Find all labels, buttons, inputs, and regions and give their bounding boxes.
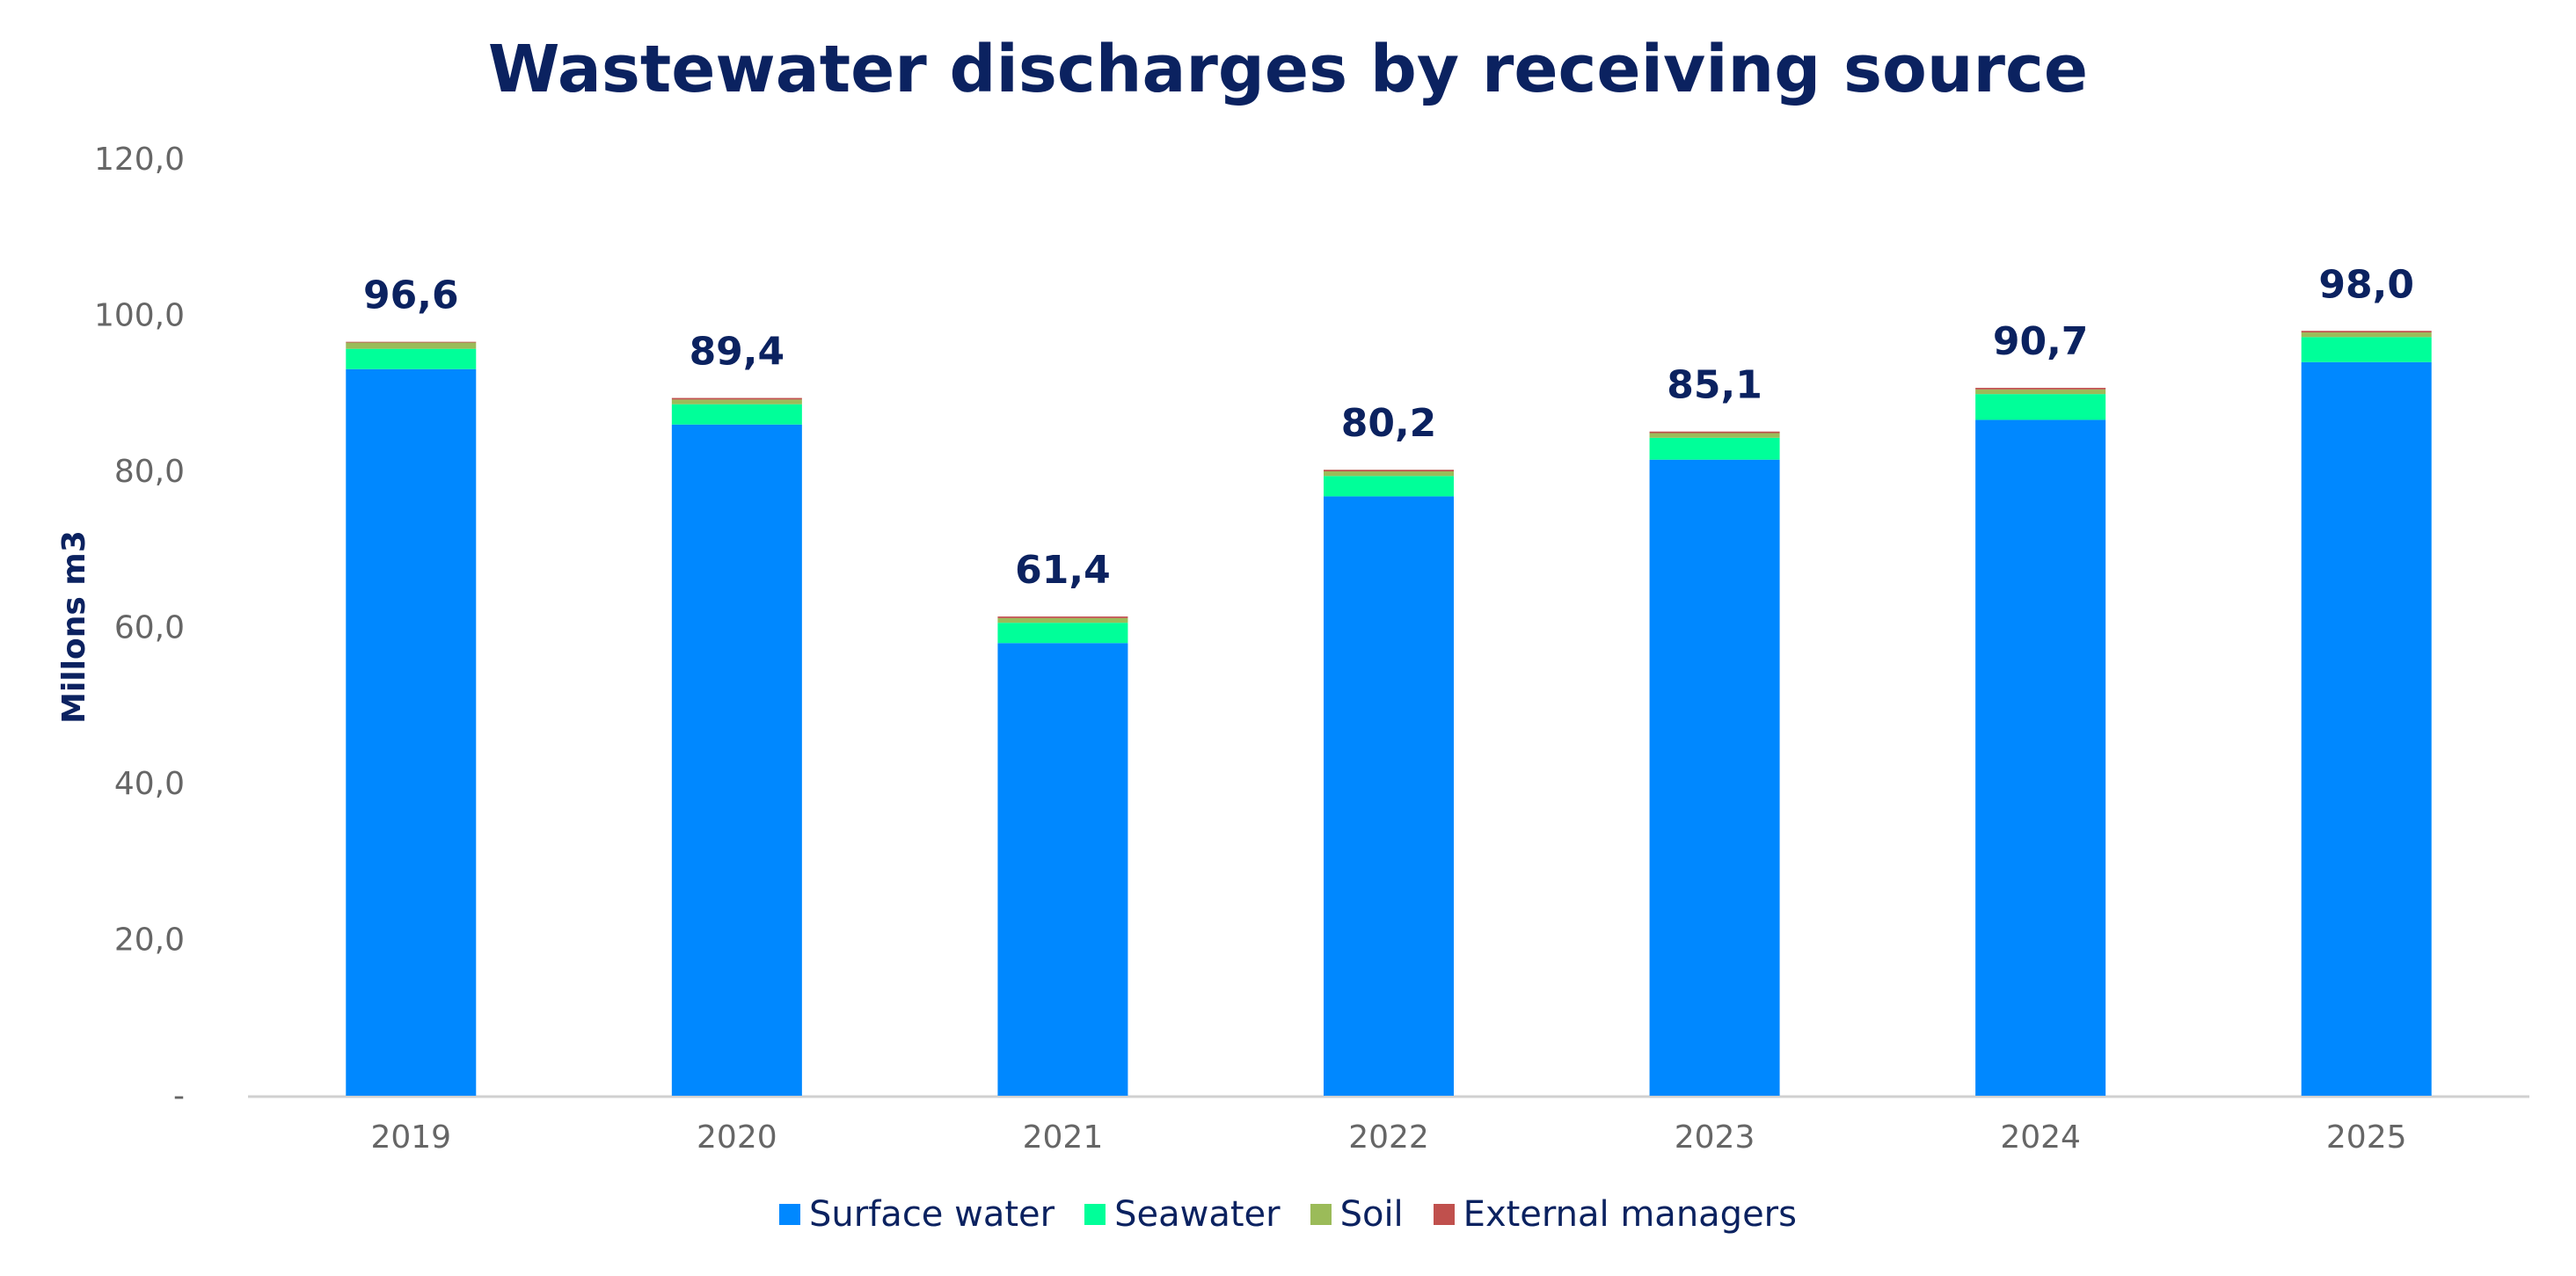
legend-item: Seawater xyxy=(1084,1194,1281,1235)
legend-label: Seawater xyxy=(1114,1194,1281,1235)
y-tick-label: 60,0 xyxy=(114,610,185,646)
bar-segment-external-managers-2023 xyxy=(1649,431,1780,434)
y-tick-label: 100,0 xyxy=(94,298,185,334)
x-tick-label: 2020 xyxy=(697,1119,777,1156)
legend-label: Soil xyxy=(1339,1194,1404,1235)
legend-swatch xyxy=(1084,1204,1106,1225)
bar-segment-soil-2024 xyxy=(1975,389,2106,395)
bar-segment-external-managers-2025 xyxy=(2301,331,2432,333)
y-tick-label: 120,0 xyxy=(94,142,185,178)
bar-segment-soil-2021 xyxy=(997,617,1128,623)
bar-segment-seawater-2023 xyxy=(1649,437,1780,460)
bar-segment-soil-2022 xyxy=(1324,471,1454,477)
y-tick-label: 80,0 xyxy=(114,454,185,490)
legend-item: Surface water xyxy=(779,1194,1054,1235)
x-tick-label: 2025 xyxy=(2326,1119,2407,1156)
bar-segment-seawater-2019 xyxy=(346,348,477,369)
total-data-label: 89,4 xyxy=(690,330,785,375)
x-tick-label: 2022 xyxy=(1348,1119,1429,1156)
legend-label: Surface water xyxy=(809,1194,1055,1235)
bar-segment-seawater-2020 xyxy=(671,404,802,425)
bar-segment-seawater-2025 xyxy=(2301,337,2432,362)
total-data-label: 61,4 xyxy=(1015,548,1111,593)
total-data-label: 96,6 xyxy=(363,273,459,318)
x-tick-label: 2019 xyxy=(370,1119,451,1156)
bar-segment-external-managers-2020 xyxy=(671,397,802,400)
total-data-label: 98,0 xyxy=(2318,262,2414,307)
bar-segment-soil-2020 xyxy=(671,399,802,405)
bar-segment-soil-2019 xyxy=(346,342,477,349)
x-tick-label: 2024 xyxy=(2000,1119,2081,1156)
total-data-label: 90,7 xyxy=(1993,319,2089,364)
bar-segment-soil-2025 xyxy=(2301,332,2432,338)
y-axis-label: Millons m3 xyxy=(56,530,92,724)
total-data-label: 80,2 xyxy=(1341,401,1437,446)
bar-segment-surface-water-2020 xyxy=(671,424,802,1096)
x-tick-label: 2021 xyxy=(1023,1119,1104,1156)
bar-segment-soil-2023 xyxy=(1649,433,1780,438)
bar-segment-surface-water-2023 xyxy=(1649,459,1780,1096)
y-tick-label: - xyxy=(173,1078,185,1114)
total-data-label: 85,1 xyxy=(1667,363,1762,408)
legend-swatch xyxy=(1433,1204,1455,1225)
bar-segment-surface-water-2019 xyxy=(346,368,477,1096)
y-tick-label: 20,0 xyxy=(114,922,185,959)
bar-segment-external-managers-2022 xyxy=(1324,470,1454,471)
legend-item: External managers xyxy=(1433,1194,1797,1235)
legend-item: Soil xyxy=(1310,1194,1404,1235)
legend-swatch xyxy=(1310,1204,1332,1225)
bar-segment-external-managers-2024 xyxy=(1975,388,2106,390)
legend-swatch xyxy=(779,1204,801,1225)
bar-segment-surface-water-2024 xyxy=(1975,419,2106,1096)
x-tick-label: 2023 xyxy=(1675,1119,1755,1156)
bar-segment-external-managers-2019 xyxy=(346,341,477,343)
bar-segment-seawater-2021 xyxy=(997,623,1128,644)
legend: Surface water Seawater Soil External manage… xyxy=(0,1194,2576,1235)
bar-segment-surface-water-2022 xyxy=(1324,496,1454,1096)
chart-title: Wastewater discharges by receiving sourc… xyxy=(487,32,2089,107)
bar-segment-surface-water-2025 xyxy=(2301,361,2432,1096)
y-tick-label: 40,0 xyxy=(114,766,185,802)
bar-segment-seawater-2024 xyxy=(1975,394,2106,420)
legend-label: External managers xyxy=(1463,1194,1797,1235)
bar-segment-surface-water-2021 xyxy=(997,643,1128,1096)
bar-segment-seawater-2022 xyxy=(1324,476,1454,497)
bar-segment-external-managers-2021 xyxy=(997,616,1128,618)
